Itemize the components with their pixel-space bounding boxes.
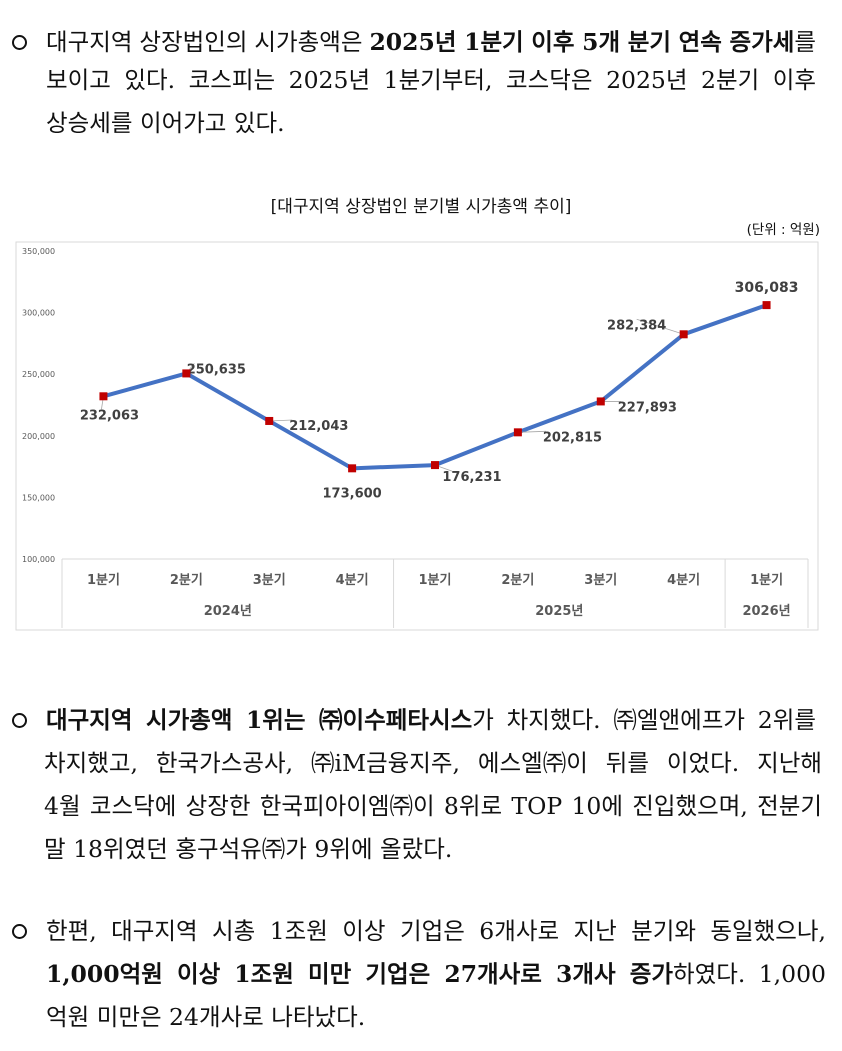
data-label: 250,635 (187, 362, 246, 377)
x-tick-label: 1분기 (87, 573, 120, 588)
data-point-marker (348, 464, 357, 473)
data-point-marker (99, 392, 108, 401)
data-point-marker (762, 301, 771, 310)
x-tick-label: 1분기 (750, 573, 783, 588)
data-point-marker (265, 416, 274, 425)
para1-line1: 대구지역 상장법인의 시가총액은 2025년 1분기 이후 5개 분기 연속 증… (46, 27, 816, 57)
y-tick-label: 250,000 (22, 370, 55, 379)
text-run: 하였다. 1,000 (672, 960, 826, 988)
data-label-leader (269, 419, 293, 422)
chart-unit: (단위 : 억원) (746, 222, 820, 238)
x-tick-label: 1분기 (419, 573, 452, 588)
para2-line2: 차지했고, 한국가스공사, ㈜iM금융지주, 에스엘㈜이 뒤를 이었다. 지난해 (44, 749, 822, 777)
x-tick-label: 2분기 (501, 573, 534, 588)
para3-line1: 한편, 대구지역 시총 1조원 이상 기업은 6개사로 지난 분기와 동일했으나… (46, 917, 826, 945)
para2-line1: 대구지역 시가총액 1위는 ㈜이수페타시스가 차지했다. ㈜엘앤에프가 2위를 (46, 705, 816, 735)
data-point-marker (513, 428, 522, 437)
x-tick-label: 3분기 (584, 573, 617, 588)
y-tick-label: 100,000 (22, 555, 55, 564)
data-label: 232,063 (80, 408, 139, 423)
data-point-marker (431, 461, 439, 470)
bullet-circle-icon (12, 713, 27, 728)
x-group-label: 2025년 (535, 604, 583, 619)
para3-line2: 1,000억원 이상 1조원 미만 기업은 27개사로 3개사 증가하였다. 1… (46, 959, 826, 989)
chart-frame (15, 241, 819, 631)
para2-line4: 말 18위였던 홍구석유㈜가 9위에 올랐다. (44, 835, 453, 863)
para3-line3: 억원 미만은 24개사로 나타났다. (46, 1003, 366, 1031)
data-label-leader (186, 363, 195, 374)
bullet-circle-icon (12, 924, 27, 939)
bold-text-run: 2025년 1분기 이후 5개 분기 연속 증가세 (369, 28, 795, 56)
para1-line2: 보이고 있다. 코스피는 2025년 1분기부터, 코스닥은 2025년 2분기… (46, 66, 816, 94)
data-label-leader (636, 318, 684, 335)
bullet-circle-icon (12, 35, 27, 50)
data-label: 227,893 (618, 400, 677, 415)
data-label-leader (101, 396, 104, 410)
data-label: 173,600 (323, 486, 382, 501)
x-tick-label: 2분기 (170, 573, 203, 588)
data-point-marker (679, 330, 688, 339)
data-label: 202,815 (543, 430, 602, 445)
data-label: 176,231 (442, 470, 501, 485)
data-point-marker (596, 397, 605, 406)
y-tick-label: 200,000 (22, 432, 55, 441)
series-line (101, 303, 769, 471)
bold-text-run: 대구지역 시가총액 1위는 ㈜이수페타시스 (46, 706, 473, 734)
data-label: 212,043 (289, 419, 348, 434)
data-label-leader (434, 464, 453, 472)
x-group-label: 2024년 (204, 604, 252, 619)
data-label: 282,384 (607, 318, 666, 333)
y-tick-label: 150,000 (22, 493, 55, 502)
x-tick-label: 3분기 (253, 573, 286, 588)
para2-line3: 4월 코스닥에 상장한 한국피아이엠㈜이 8위로 TOP 10에 진입했으며, … (44, 792, 822, 820)
y-tick-label: 350,000 (22, 247, 55, 256)
text-run: 대구지역 상장법인의 시가총액은 (46, 28, 370, 56)
bold-text-run: 1,000억원 이상 1조원 미만 기업은 27개사로 3개사 증가 (46, 960, 673, 988)
para1-line3: 상승세를 이어가고 있다. (46, 109, 285, 137)
text-run: 가 차지했다. ㈜엘앤에프가 2위를 (472, 706, 816, 734)
data-label: 306,083 (735, 280, 799, 296)
data-label-leader (517, 430, 546, 433)
x-group-label: 2026년 (742, 604, 790, 619)
y-tick-label: 300,000 (22, 309, 55, 318)
text-run: 를 (794, 28, 816, 56)
x-tick-label: 4분기 (667, 573, 700, 588)
chart-title: [대구지역 상장법인 분기별 시가총액 추이] (270, 197, 572, 217)
data-point-marker (182, 369, 191, 378)
x-tick-label: 4분기 (336, 573, 369, 588)
